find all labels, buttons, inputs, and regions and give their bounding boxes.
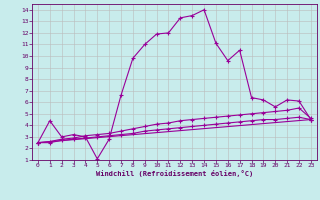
X-axis label: Windchill (Refroidissement éolien,°C): Windchill (Refroidissement éolien,°C) [96, 170, 253, 177]
